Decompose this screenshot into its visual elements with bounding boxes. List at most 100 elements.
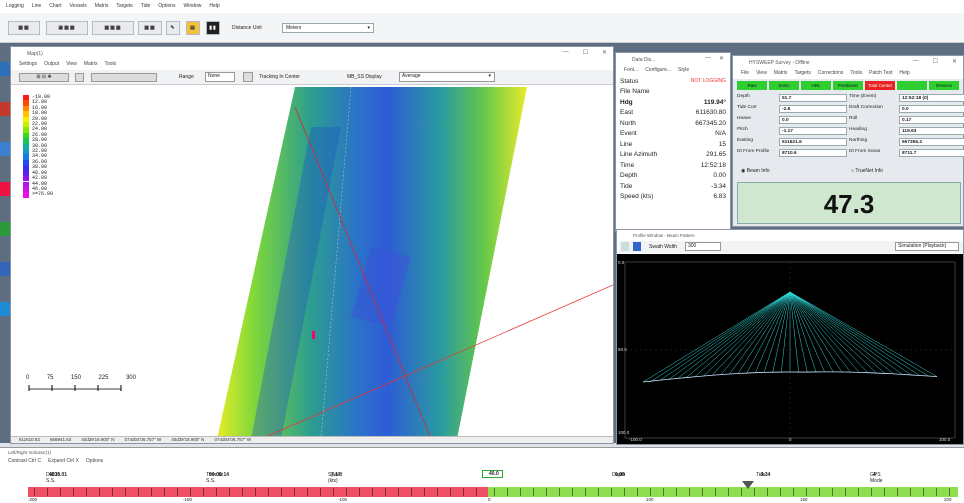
menu-item[interactable]: Targets bbox=[794, 70, 811, 76]
menu-item[interactable]: Expand Ctrl X bbox=[48, 458, 79, 464]
zoom-tools[interactable]: ⊞ ⊟ ✥ bbox=[19, 73, 69, 82]
grid-icon[interactable] bbox=[75, 73, 84, 82]
beam-line bbox=[642, 291, 791, 383]
menu-item-line[interactable]: Line bbox=[31, 3, 42, 9]
truenet-info-radio[interactable]: ○ TrueNet Info bbox=[851, 168, 883, 174]
menu-item-logging[interactable]: Logging bbox=[6, 3, 24, 9]
stat-label: Time to S.S. bbox=[206, 472, 223, 484]
menu-item[interactable]: Output bbox=[44, 61, 60, 67]
toolbar-button-3[interactable]: ▦▦▦ bbox=[92, 21, 134, 35]
field-value: 8711.7 bbox=[899, 149, 964, 157]
menu-item[interactable]: Matrix bbox=[773, 70, 788, 76]
menu-item[interactable]: Help bbox=[899, 70, 910, 76]
ruler-icon[interactable] bbox=[621, 242, 629, 251]
scale-label: 300 bbox=[125, 375, 136, 381]
data-key: Depth bbox=[620, 172, 638, 180]
bar-tick bbox=[450, 488, 451, 496]
survey-window-menu: File View Matrix Targets Corrections Tools Pat… bbox=[733, 69, 963, 79]
bar-tick bbox=[346, 488, 347, 496]
bar-tick bbox=[164, 488, 165, 496]
menu-item[interactable]: Options bbox=[85, 458, 104, 464]
menu-item[interactable]: Corrections bbox=[817, 70, 844, 76]
status-field: 666941.63 bbox=[49, 437, 72, 442]
track-line bbox=[260, 284, 613, 439]
maximize-icon[interactable]: ☐ bbox=[932, 59, 938, 65]
menu-item[interactable]: Font... bbox=[624, 67, 639, 73]
close-icon[interactable]: ✕ bbox=[601, 50, 607, 56]
menu-item[interactable]: Matrix bbox=[83, 61, 98, 67]
minimize-icon[interactable]: — bbox=[562, 49, 569, 55]
status-button[interactable]: Total Center bbox=[865, 81, 895, 90]
minimize-icon[interactable]: — bbox=[912, 58, 919, 64]
minimize-icon[interactable]: — bbox=[704, 55, 711, 61]
mode-select[interactable]: Simulation (Playback) bbox=[895, 242, 959, 251]
pencil-icon[interactable]: ✎ bbox=[166, 21, 180, 35]
menu-item[interactable]: Tools bbox=[104, 61, 117, 67]
legend-label: >=76.00 bbox=[32, 191, 54, 198]
bar-tick bbox=[268, 488, 269, 496]
beam-info-radio[interactable]: ◉ Beam Info bbox=[741, 168, 770, 174]
status-button[interactable]: Devices bbox=[929, 81, 959, 90]
status-button[interactable]: HRL bbox=[801, 81, 831, 90]
app-icon[interactable] bbox=[0, 142, 10, 156]
maximize-icon[interactable]: ☐ bbox=[582, 50, 588, 56]
x-axis-label: -100.0 bbox=[629, 437, 642, 442]
status-button[interactable]: Sonic bbox=[769, 81, 799, 90]
menu-item[interactable]: View bbox=[66, 61, 77, 67]
menu-item[interactable]: Settings bbox=[19, 61, 38, 67]
map-canvas[interactable]: -10.00 12.00 16.00 18.00 20.00 22.00 24.00 26.0… bbox=[11, 87, 613, 439]
menu-item-help[interactable]: Help bbox=[209, 3, 220, 9]
tracking-icon[interactable] bbox=[243, 72, 253, 82]
legend-label: 16.00 bbox=[32, 104, 48, 111]
menu-item-tide[interactable]: Tide bbox=[140, 3, 151, 9]
data-row: Tide -3.34 bbox=[616, 181, 730, 192]
toolbar-button-1[interactable]: ▦▦ bbox=[8, 21, 40, 35]
chart-icon[interactable]: ▤ bbox=[186, 21, 200, 35]
status-button[interactable]: Raw bbox=[737, 81, 767, 90]
status-button[interactable] bbox=[897, 81, 927, 90]
menu-item[interactable]: Configure... bbox=[645, 67, 672, 73]
menu-item[interactable]: Style bbox=[678, 67, 690, 73]
legend-swatch bbox=[23, 170, 29, 177]
menu-item[interactable]: Patch Test bbox=[869, 70, 893, 76]
close-icon[interactable]: ✕ bbox=[951, 59, 957, 65]
close-icon[interactable]: ✕ bbox=[718, 56, 724, 62]
app-icon[interactable] bbox=[0, 102, 10, 116]
survey-window-title: HYSWEEP Survey - Offline bbox=[749, 59, 810, 66]
menu-item-targets[interactable]: Targets bbox=[116, 3, 133, 9]
status-button[interactable]: Positioner bbox=[833, 81, 863, 90]
app-icon[interactable] bbox=[0, 182, 10, 196]
menu-item[interactable]: Contrast Ctrl C bbox=[8, 458, 42, 464]
map-window-menu: Settings Output View Matrix Tools bbox=[11, 60, 613, 70]
legend-swatch bbox=[23, 116, 29, 123]
bar-tick bbox=[385, 488, 386, 496]
beam-icon[interactable] bbox=[633, 242, 641, 251]
swath-input[interactable]: 300 bbox=[685, 242, 721, 251]
beam-line bbox=[789, 291, 903, 375]
menu-item[interactable]: File bbox=[741, 70, 750, 76]
app-icon[interactable] bbox=[0, 62, 10, 76]
menu-item[interactable]: Tools bbox=[850, 70, 863, 76]
distance-unit-select[interactable]: Meters ▾ bbox=[282, 23, 374, 33]
menu-item-options[interactable]: Options bbox=[158, 3, 176, 9]
menu-item-vessels[interactable]: Vessels bbox=[69, 3, 87, 9]
data-row: Speed (kts) 6.83 bbox=[616, 192, 730, 203]
display-select[interactable]: Average ▾ bbox=[399, 72, 495, 82]
app-icon[interactable] bbox=[0, 262, 10, 276]
menu-item-matrix[interactable]: Matrix bbox=[94, 3, 109, 9]
map-tools-group[interactable] bbox=[91, 73, 157, 82]
bar-tick bbox=[372, 488, 373, 496]
menu-item-window[interactable]: Window bbox=[183, 3, 202, 9]
app-icon[interactable] bbox=[0, 302, 10, 316]
legend-swatch bbox=[23, 138, 29, 144]
menu-item[interactable]: View bbox=[756, 70, 767, 76]
beam-line bbox=[711, 291, 791, 376]
beam-line bbox=[677, 291, 791, 379]
menu-item-chart[interactable]: Chart bbox=[49, 3, 62, 9]
range-select[interactable]: None bbox=[205, 72, 235, 82]
record-icon[interactable]: ▮▮ bbox=[206, 21, 220, 35]
app-icon[interactable] bbox=[0, 222, 10, 236]
toolbar-button-4[interactable]: ▦▦ bbox=[138, 21, 162, 35]
tracking-label: Tracking In Center bbox=[259, 74, 300, 80]
toolbar-button-2[interactable]: ▣▦▦ bbox=[46, 21, 88, 35]
